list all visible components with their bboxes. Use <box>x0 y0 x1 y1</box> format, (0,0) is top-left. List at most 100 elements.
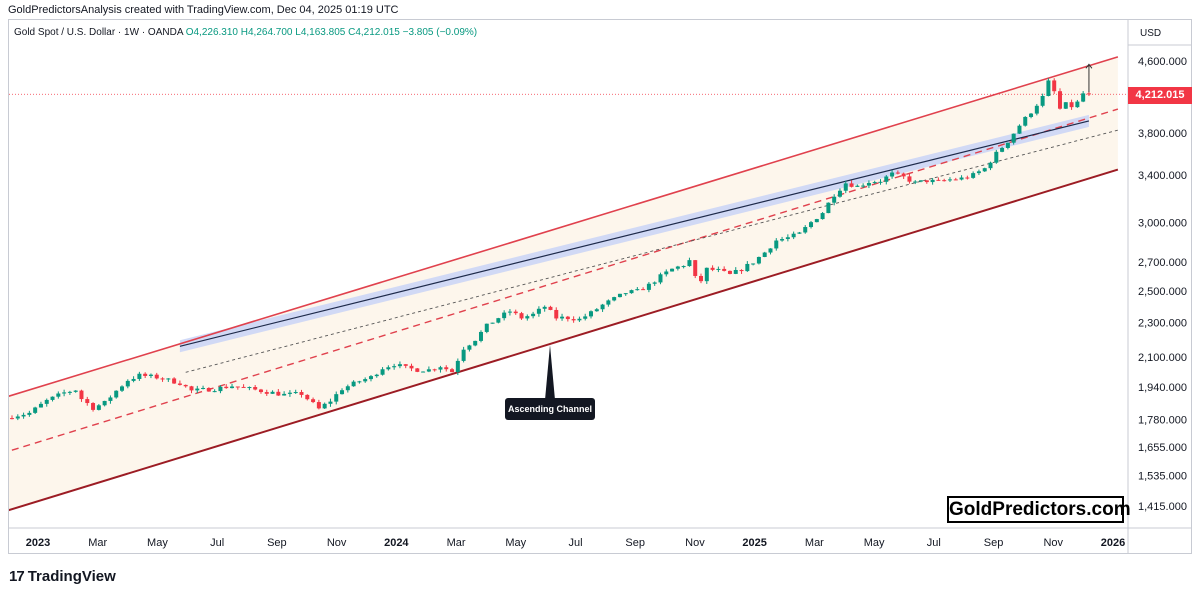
y-tick-label: 1,780.000 <box>1138 414 1187 426</box>
tradingview-logo[interactable]: 17 TradingView <box>9 568 116 585</box>
candle-body <box>1063 102 1068 109</box>
candle-body <box>519 313 524 319</box>
candle-body <box>716 268 721 270</box>
candle-body <box>959 177 964 180</box>
candle-body <box>85 399 90 404</box>
candle-body <box>768 248 773 253</box>
ticker-open: O4,226.310 <box>185 27 238 38</box>
candle-body <box>397 364 402 367</box>
candle-body <box>525 316 530 319</box>
candle-body <box>27 412 32 415</box>
ascending-channel-label[interactable]: Ascending Channel <box>505 398 595 420</box>
candle-body <box>293 392 298 394</box>
candle-body <box>658 274 663 283</box>
candle-body <box>484 323 489 332</box>
candle-body <box>942 180 947 182</box>
candle-body <box>617 293 622 298</box>
candle-body <box>872 182 877 184</box>
candle-body <box>513 311 518 314</box>
candle-body <box>432 369 437 371</box>
candle-body <box>577 318 582 321</box>
candle-body <box>635 289 640 291</box>
candle-body <box>739 270 744 272</box>
band-trend-line <box>179 120 1090 347</box>
y-tick-label: 1,655.000 <box>1138 442 1187 454</box>
candle-body <box>809 222 814 228</box>
candle-body <box>10 418 14 420</box>
candle-body <box>560 316 565 319</box>
candle-body <box>554 309 559 319</box>
candle-body <box>832 196 837 203</box>
candle-body <box>189 386 194 391</box>
candle-body <box>322 403 327 409</box>
candle-body <box>965 177 970 179</box>
candle-body <box>328 401 333 404</box>
candle-body <box>727 270 732 274</box>
candle-body <box>745 263 750 272</box>
candle-body <box>693 260 698 276</box>
candle-body <box>612 297 617 301</box>
candle-body <box>675 266 680 269</box>
candle-body <box>930 179 935 183</box>
candle-body <box>890 172 895 177</box>
candle-body <box>230 386 235 389</box>
candle-body <box>687 260 692 267</box>
candle-body <box>982 168 987 172</box>
candle-body <box>143 373 148 376</box>
channel-label-pointer <box>545 345 555 400</box>
candle-body <box>120 386 125 391</box>
x-tick-label: Jul <box>568 537 582 549</box>
candle-body <box>652 282 657 284</box>
candle-body <box>473 340 478 346</box>
candle-body <box>166 378 171 380</box>
candle-body <box>299 392 304 395</box>
x-tick-label: Sep <box>267 537 287 549</box>
candle-body <box>814 219 819 223</box>
candle-body <box>15 416 20 419</box>
x-tick-label: Nov <box>1043 537 1063 549</box>
candle-body <box>467 345 472 350</box>
candle-body <box>253 387 258 390</box>
y-tick-label: 1,535.000 <box>1138 470 1187 482</box>
candle-body <box>282 393 287 396</box>
candle-body <box>583 316 588 319</box>
candle-body <box>287 392 292 394</box>
tradingview-logo-text: TradingView <box>27 568 116 585</box>
candle-body <box>154 374 159 379</box>
channel-midline <box>9 108 1119 452</box>
candle-body <box>380 369 385 375</box>
candle-body <box>531 313 536 317</box>
candle-body <box>421 371 426 373</box>
candle-body <box>953 179 958 181</box>
candle-body <box>866 182 871 186</box>
candle-body <box>542 306 547 309</box>
candle-body <box>1057 91 1062 109</box>
candle-body <box>971 173 976 178</box>
candle-body <box>681 266 686 268</box>
candle-body <box>536 308 541 314</box>
x-tick-label: Nov <box>685 537 705 549</box>
candle-body <box>351 381 356 387</box>
candle-body <box>21 414 26 417</box>
candle-body <box>641 289 646 291</box>
candle-body <box>450 369 455 373</box>
candle-body <box>507 311 512 313</box>
ticker-symbol: Gold Spot / U.S. Dollar · 1W · OANDA <box>14 27 183 38</box>
candle-body <box>305 394 310 400</box>
candle-body <box>988 162 993 169</box>
candle-body <box>913 181 918 183</box>
chart-frame <box>8 19 1192 554</box>
candle-body <box>108 397 113 401</box>
currency-label[interactable]: USD <box>1140 28 1162 39</box>
candle-body <box>311 399 316 403</box>
x-tick-label: Jul <box>210 537 224 549</box>
x-tick-label: 2024 <box>384 537 409 549</box>
ticker-info: Gold Spot / U.S. Dollar · 1W · OANDA O4,… <box>14 27 477 38</box>
candle-body <box>276 391 281 396</box>
y-tick-label: 2,500.000 <box>1138 286 1187 298</box>
candle-body <box>623 293 628 295</box>
candle-body <box>345 386 350 391</box>
x-tick-label: May <box>505 537 526 549</box>
candle-body <box>895 172 900 174</box>
